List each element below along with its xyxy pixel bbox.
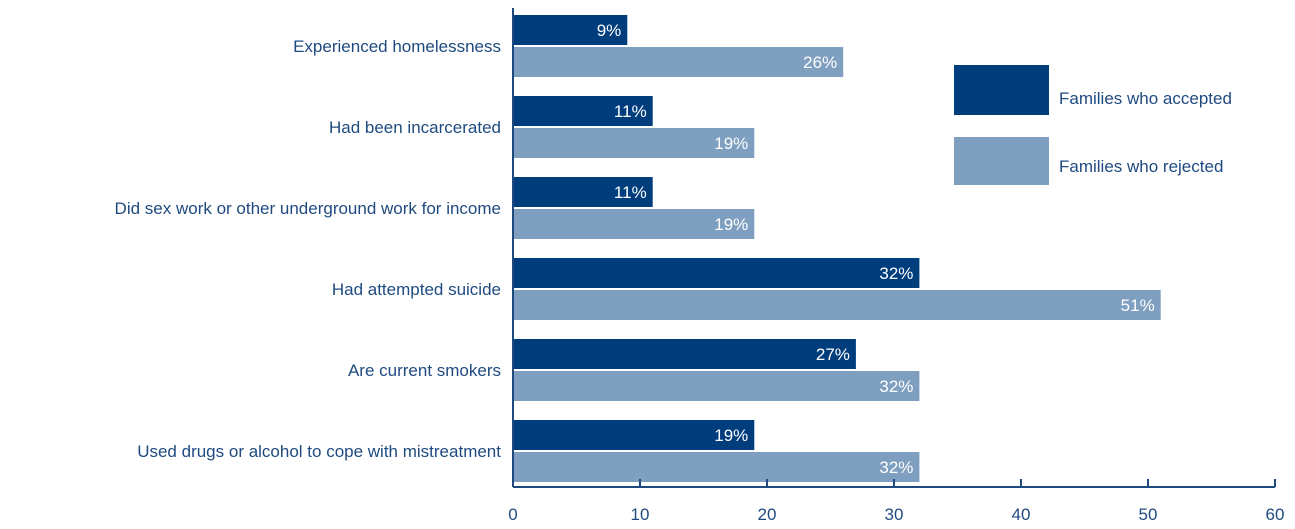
- data-label-rejected-1: 19%: [714, 134, 748, 153]
- bar-accepted-0: [513, 15, 628, 45]
- x-tick-label-4: 40: [1012, 505, 1031, 524]
- category-label-1: Had been incarcerated: [329, 118, 501, 137]
- data-label-accepted-0: 9%: [597, 21, 622, 40]
- data-label-accepted-3: 32%: [879, 264, 913, 283]
- bar-accepted-2: [513, 177, 653, 207]
- bar-rejected-5: [513, 452, 920, 482]
- axes: 0 10 20 30 40 50 60: [508, 8, 1284, 524]
- category-label-2: Did sex work or other underground work f…: [115, 199, 501, 218]
- bar-rejected-0: [513, 47, 844, 77]
- x-tick-label-0: 0: [508, 505, 517, 524]
- legend-swatch-rejected: [954, 137, 1049, 185]
- x-tick-label-2: 20: [758, 505, 777, 524]
- category-label-3: Had attempted suicide: [332, 280, 501, 299]
- data-label-accepted-1: 11%: [614, 102, 647, 121]
- category-label-4: Are current smokers: [348, 361, 501, 380]
- data-label-accepted-4: 27%: [816, 345, 850, 364]
- legend-swatch-accepted: [954, 65, 1049, 115]
- bar-rejected-2: [513, 209, 755, 239]
- x-tick-label-5: 50: [1139, 505, 1158, 524]
- x-tick-label-6: 60: [1266, 505, 1285, 524]
- data-label-rejected-4: 32%: [879, 377, 913, 396]
- bar-rejected-1: [513, 128, 755, 158]
- x-tick-label-3: 30: [885, 505, 904, 524]
- legend-label-accepted: Families who accepted: [1059, 89, 1232, 108]
- data-label-rejected-3: 51%: [1121, 296, 1155, 315]
- bar-accepted-3: [513, 258, 920, 288]
- bar-accepted-4: [513, 339, 856, 369]
- category-label-5: Used drugs or alcohol to cope with mistr…: [137, 442, 501, 461]
- bar-accepted-5: [513, 420, 755, 450]
- data-label-rejected-5: 32%: [879, 458, 913, 477]
- data-label-rejected-0: 26%: [803, 53, 837, 72]
- bar-rejected-4: [513, 371, 920, 401]
- category-labels: Experienced homelessness Had been incarce…: [115, 37, 502, 461]
- bars-group: 9% 26% 11% 19% 11% 19% 32% 51% 27% 32% 19% 32%: [513, 15, 1161, 482]
- data-label-accepted-5: 19%: [714, 426, 748, 445]
- legend-label-rejected: Families who rejected: [1059, 157, 1223, 176]
- bar-accepted-1: [513, 96, 653, 126]
- bar-rejected-3: [513, 290, 1161, 320]
- category-label-0: Experienced homelessness: [293, 37, 501, 56]
- data-label-rejected-2: 19%: [714, 215, 748, 234]
- legend: Families who accepted Families who reject…: [954, 65, 1232, 185]
- data-label-accepted-2: 11%: [614, 183, 647, 202]
- x-tick-label-1: 10: [631, 505, 650, 524]
